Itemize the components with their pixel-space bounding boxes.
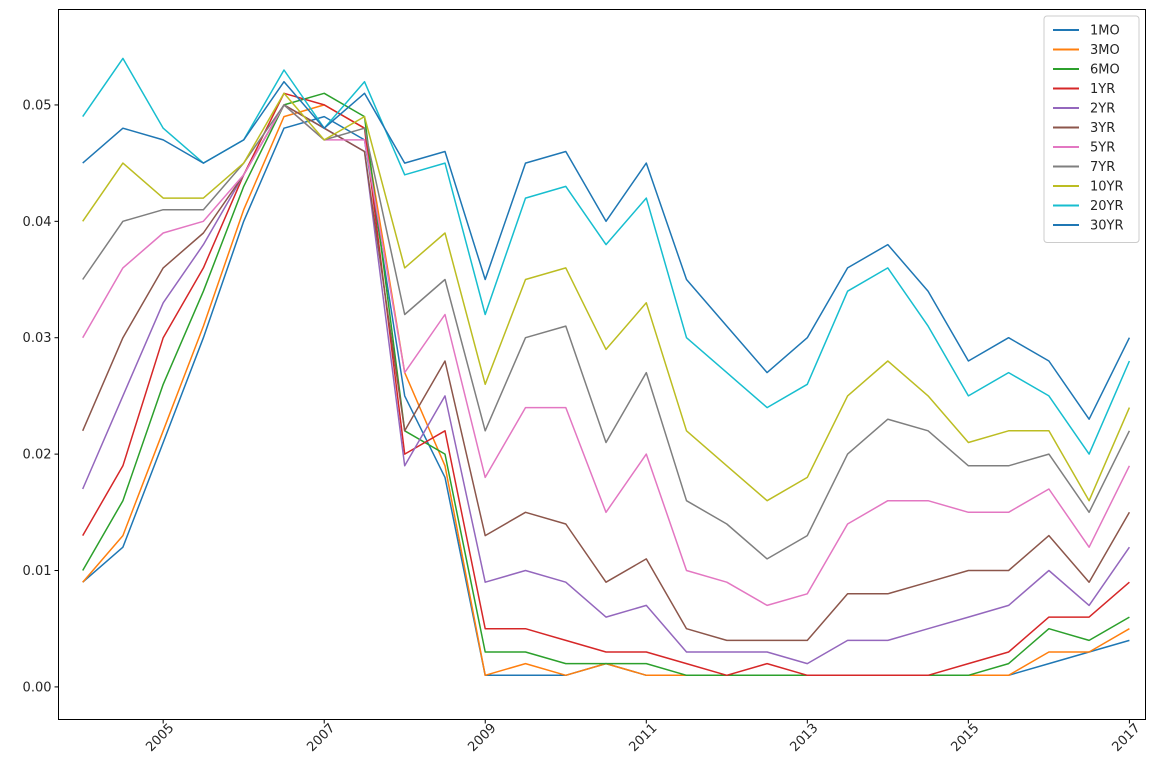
y-tick-label: 0.01	[23, 564, 52, 579]
y-axis: 0.00 0.01 0.02 0.03 0.04 0.05	[23, 98, 59, 695]
legend: 1MO 3MO 6MO 1YR 2YR 3YR 5YR 7YR 10YR 20YR 30YR	[1043, 15, 1140, 243]
legend-label-3yr: 3YR	[1090, 121, 1115, 136]
x-tick-label: 2007	[304, 721, 338, 755]
series-line-1yr	[82, 92, 1130, 677]
x-tick-label: 2013	[787, 721, 821, 755]
series-line-30yr	[82, 80, 1131, 420]
x-axis: 2005 2007 2009 2011 2013 2015 2017	[143, 719, 1144, 755]
legend-label-20yr: 20YR	[1090, 199, 1124, 214]
y-tick-label: 0.00	[23, 680, 52, 695]
x-tick-label: 2011	[626, 721, 660, 755]
series-layer	[82, 57, 1131, 677]
y-tick-label: 0.04	[23, 215, 52, 230]
x-tick-label: 2009	[465, 721, 499, 755]
legend-label-7yr: 7YR	[1090, 160, 1115, 175]
legend-label-3mo: 3MO	[1090, 43, 1120, 58]
y-tick-label: 0.05	[23, 98, 52, 113]
legend-label-1yr: 1YR	[1090, 82, 1115, 97]
series-line-7yr	[82, 104, 1131, 560]
plot-area	[58, 9, 1146, 720]
x-tick-label: 2005	[143, 721, 177, 755]
x-tick-label: 2015	[948, 721, 982, 755]
y-tick-label: 0.02	[23, 448, 52, 463]
legend-label-2yr: 2YR	[1090, 102, 1115, 117]
series-line-5yr	[82, 104, 1131, 607]
series-line-6mo	[82, 92, 1130, 677]
legend-label-5yr: 5YR	[1090, 141, 1115, 156]
legend-label-1mo: 1MO	[1090, 24, 1120, 39]
series-line-20yr	[82, 57, 1131, 455]
legend-label-6mo: 6MO	[1090, 63, 1120, 78]
series-line-10yr	[82, 92, 1131, 502]
x-tick-label: 2017	[1110, 721, 1144, 755]
y-tick-label: 0.03	[23, 331, 52, 346]
legend-label-30yr: 30YR	[1090, 219, 1124, 234]
legend-label-10yr: 10YR	[1090, 180, 1124, 195]
